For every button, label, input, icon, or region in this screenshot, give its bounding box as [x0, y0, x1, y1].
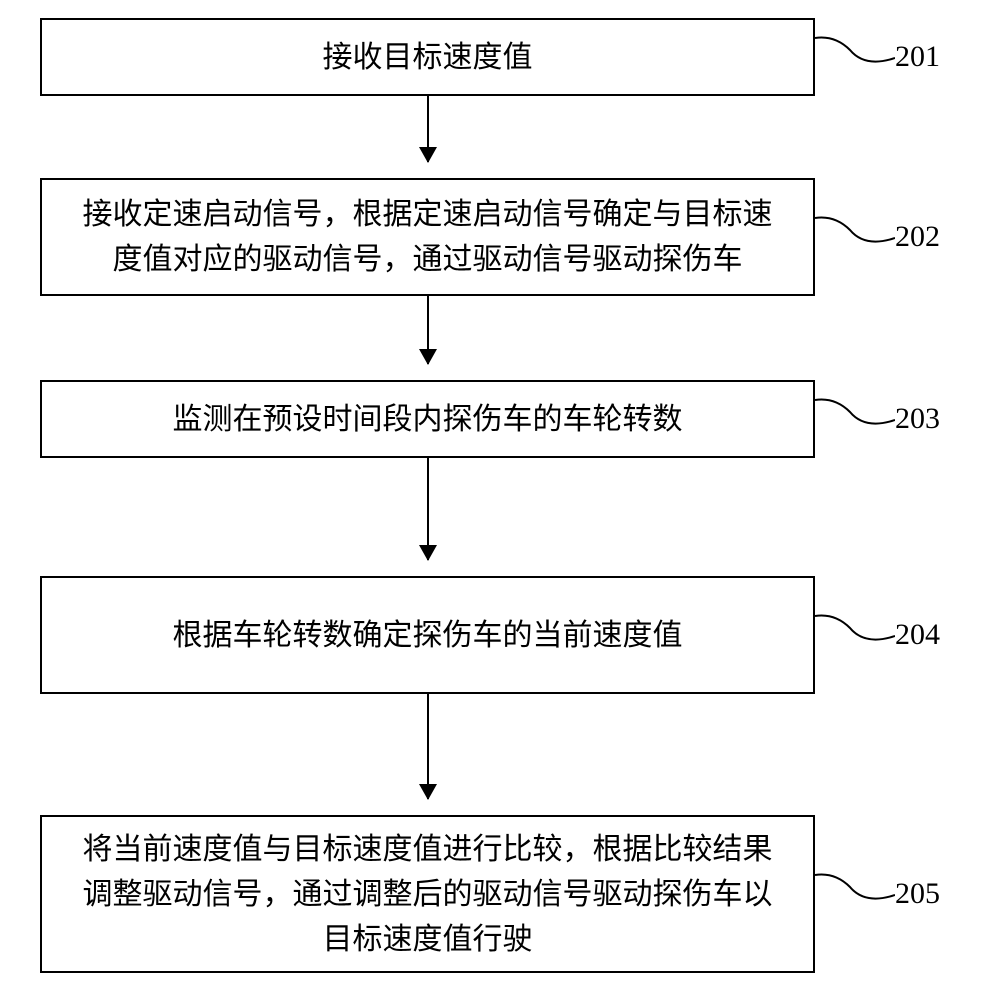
flowchart-arrow [427, 96, 429, 162]
node-text: 接收目标速度值 [323, 35, 533, 80]
label-connector-205 [815, 867, 895, 917]
node-label-201: 201 [895, 40, 940, 74]
node-label-203: 203 [895, 402, 940, 436]
node-label-204: 204 [895, 618, 940, 652]
label-connector-202 [815, 210, 895, 260]
flowchart-node-205: 将当前速度值与目标速度值进行比较，根据比较结果 调整驱动信号，通过调整后的驱动信… [40, 815, 815, 973]
flowchart-arrow [427, 694, 429, 799]
label-connector-201 [815, 30, 895, 80]
flowchart-arrow [427, 458, 429, 560]
label-connector-203 [815, 392, 895, 442]
node-label-202: 202 [895, 220, 940, 254]
flowchart-node-202: 接收定速启动信号，根据定速启动信号确定与目标速 度值对应的驱动信号，通过驱动信号… [40, 178, 815, 296]
flowchart-container: 接收目标速度值 201 接收定速启动信号，根据定速启动信号确定与目标速 度值对应… [0, 0, 989, 1000]
node-text: 将当前速度值与目标速度值进行比较，根据比较结果 调整驱动信号，通过调整后的驱动信… [83, 827, 773, 962]
flowchart-node-203: 监测在预设时间段内探伤车的车轮转数 [40, 380, 815, 458]
node-label-205: 205 [895, 877, 940, 911]
flowchart-node-204: 根据车轮转数确定探伤车的当前速度值 [40, 576, 815, 694]
flowchart-arrow [427, 296, 429, 364]
node-text: 根据车轮转数确定探伤车的当前速度值 [173, 613, 683, 658]
flowchart-node-201: 接收目标速度值 [40, 18, 815, 96]
node-text: 监测在预设时间段内探伤车的车轮转数 [173, 397, 683, 442]
node-text: 接收定速启动信号，根据定速启动信号确定与目标速 度值对应的驱动信号，通过驱动信号… [83, 192, 773, 282]
label-connector-204 [815, 608, 895, 658]
